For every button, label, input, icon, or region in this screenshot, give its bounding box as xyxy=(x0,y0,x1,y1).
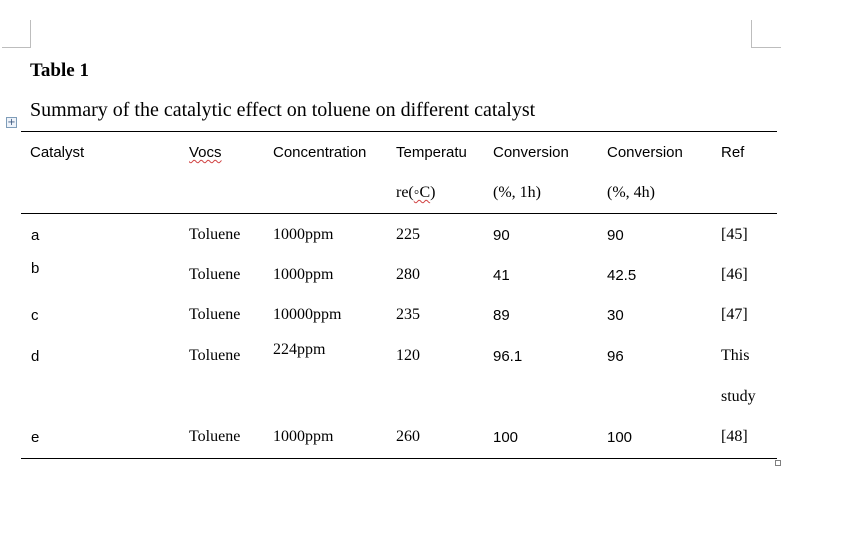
cell-conversion-4h: 30 xyxy=(607,307,624,324)
cell-conversion-1h: 89 xyxy=(493,307,510,324)
cell-concentration: 1000ppm xyxy=(273,266,334,283)
header-temperature-line1: Temperatu xyxy=(396,144,467,161)
cell-temperature: 120 xyxy=(396,347,420,364)
resize-icon[interactable] xyxy=(775,460,781,466)
cell-vocs: Toluene xyxy=(189,266,241,283)
crop-mark-top-left-horizontal xyxy=(2,47,31,48)
cell-conversion-4h: 96 xyxy=(607,348,624,365)
header-temperature-prefix: re( xyxy=(396,184,414,201)
header-concentration: Concentration xyxy=(273,144,367,161)
cell-temperature: 225 xyxy=(396,226,420,243)
header-conversion-1h-line2: (%, 1h) xyxy=(493,184,541,201)
cell-conversion-4h: 100 xyxy=(607,429,633,446)
table-label: Table 1 xyxy=(30,60,89,81)
header-vocs: Vocs xyxy=(189,144,222,161)
cell-ref: [47] xyxy=(721,306,748,323)
header-conversion-4h-line1: Conversion xyxy=(607,144,683,161)
cell-temperature: 260 xyxy=(396,428,420,445)
header-temperature-unit: ◦C xyxy=(413,184,431,201)
cell-conversion-1h: 41 xyxy=(493,267,510,284)
cell-vocs: Toluene xyxy=(189,428,241,445)
cell-conversion-1h: 96.1 xyxy=(493,348,523,365)
move-icon[interactable]: + xyxy=(6,117,17,128)
cell-concentration: 1000ppm xyxy=(273,428,334,445)
table-header-rule xyxy=(21,213,777,214)
table-caption: Summary of the catalytic effect on tolue… xyxy=(30,99,536,121)
cell-ref: This xyxy=(721,347,750,364)
cell-catalyst: c xyxy=(31,307,39,324)
cell-ref-line2: study xyxy=(721,388,756,405)
cell-ref: [46] xyxy=(721,266,748,283)
table-top-rule xyxy=(21,131,777,132)
header-catalyst: Catalyst xyxy=(30,144,85,161)
cell-conversion-4h: 42.5 xyxy=(607,267,637,284)
cell-ref: [45] xyxy=(721,226,748,243)
crop-mark-top-left-vertical xyxy=(30,20,31,48)
cell-conversion-1h: 100 xyxy=(493,429,519,446)
header-temperature-line2: re(◦C) xyxy=(396,184,435,202)
cell-conversion-4h: 90 xyxy=(607,227,624,244)
crop-mark-top-right-vertical xyxy=(751,20,752,48)
cell-concentration: 224ppm xyxy=(273,341,326,358)
cell-catalyst: e xyxy=(31,429,40,446)
header-temperature-suffix: ) xyxy=(430,184,436,201)
cell-concentration: 1000ppm xyxy=(273,226,334,243)
cell-vocs: Toluene xyxy=(189,226,241,243)
cell-vocs: Toluene xyxy=(189,306,241,323)
cell-catalyst: b xyxy=(31,260,40,277)
cell-ref: [48] xyxy=(721,428,748,445)
cell-vocs: Toluene xyxy=(189,347,241,364)
header-ref: Ref xyxy=(721,144,745,161)
table-bottom-rule xyxy=(21,458,777,459)
crop-mark-top-right-horizontal xyxy=(751,47,781,48)
cell-temperature: 280 xyxy=(396,266,420,283)
header-conversion-4h-line2: (%, 4h) xyxy=(607,184,655,201)
cell-temperature: 235 xyxy=(396,306,420,323)
cell-concentration: 10000ppm xyxy=(273,306,342,323)
cell-catalyst: a xyxy=(31,227,40,244)
cell-catalyst: d xyxy=(31,348,40,365)
cell-conversion-1h: 90 xyxy=(493,227,510,244)
header-conversion-1h-line1: Conversion xyxy=(493,144,569,161)
